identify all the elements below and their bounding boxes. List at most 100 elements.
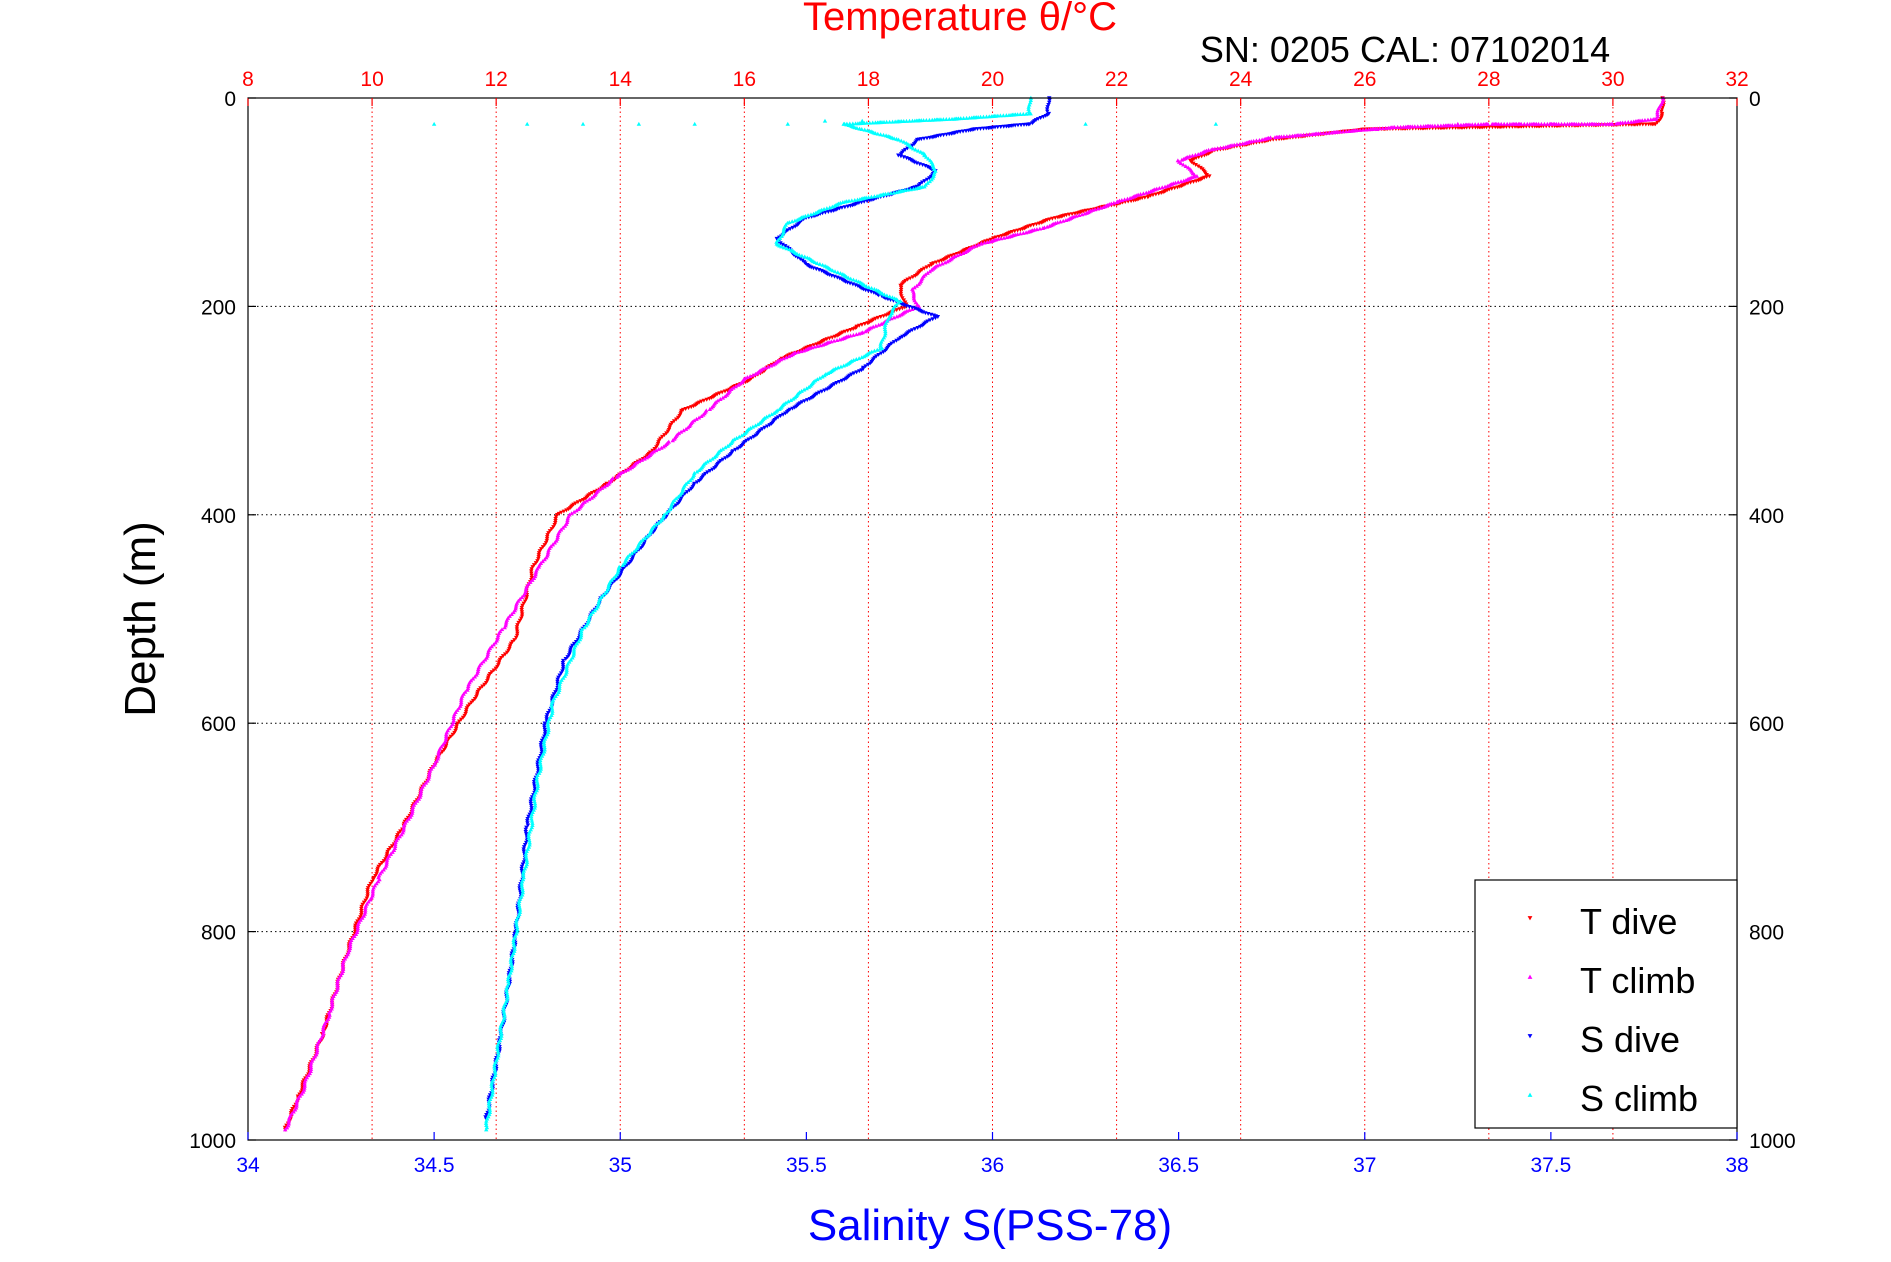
data-point <box>397 834 402 839</box>
data-point <box>839 378 845 383</box>
data-point <box>735 446 741 451</box>
data-point <box>571 649 577 654</box>
data-point <box>856 331 862 336</box>
data-point <box>517 596 523 601</box>
data-point <box>919 180 925 185</box>
data-point <box>834 381 839 386</box>
data-point <box>1001 124 1006 129</box>
data-point <box>504 619 509 624</box>
data-point <box>1254 138 1259 143</box>
data-point <box>553 690 558 695</box>
data-point <box>822 373 827 378</box>
data-point <box>532 803 538 808</box>
data-point <box>762 425 767 430</box>
data-point <box>1421 124 1426 129</box>
data-point <box>899 138 904 143</box>
data-point <box>614 577 620 582</box>
data-point <box>662 433 667 438</box>
data-point <box>733 384 738 389</box>
data-point <box>640 537 645 542</box>
data-point <box>528 803 534 808</box>
data-point <box>865 362 871 367</box>
data-point <box>550 694 555 699</box>
data-point <box>894 302 899 307</box>
data-point <box>539 738 545 743</box>
depth-tick-label-right: 1000 <box>1749 1130 1796 1153</box>
data-point <box>1259 137 1265 142</box>
data-point <box>515 927 520 932</box>
data-point <box>587 497 592 502</box>
data-point <box>531 794 537 799</box>
data-point <box>973 243 978 248</box>
data-point <box>955 253 960 258</box>
data-point <box>571 651 577 656</box>
data-point <box>286 1119 292 1124</box>
data-point <box>536 555 541 560</box>
data-point <box>1655 112 1660 117</box>
data-point <box>1478 122 1484 127</box>
data-point <box>901 298 907 303</box>
data-point <box>1467 125 1472 130</box>
data-point <box>1646 122 1651 127</box>
data-point <box>849 198 855 203</box>
data-point <box>558 671 564 676</box>
data-point <box>1599 121 1604 126</box>
data-point <box>925 270 930 275</box>
temperature-tick-label: 26 <box>1353 68 1376 91</box>
data-point <box>815 343 820 348</box>
data-point <box>794 223 800 228</box>
data-point <box>674 496 679 501</box>
data-point <box>537 549 543 554</box>
data-point <box>720 457 726 462</box>
data-point <box>536 770 542 775</box>
data-point <box>299 1091 304 1096</box>
data-point <box>792 405 797 410</box>
legend-label: S climb <box>1580 1078 1698 1119</box>
data-point <box>774 239 779 244</box>
data-point <box>534 779 540 784</box>
data-point <box>599 485 605 490</box>
data-point <box>448 724 454 729</box>
data-point <box>520 890 525 895</box>
data-point <box>844 122 849 127</box>
data-point <box>616 566 621 571</box>
data-point <box>949 116 955 121</box>
data-point <box>720 446 726 451</box>
data-point <box>523 851 529 856</box>
data-point <box>1213 121 1219 126</box>
data-point <box>843 376 849 381</box>
data-point <box>653 522 658 527</box>
data-point <box>1374 127 1380 132</box>
data-point <box>799 400 805 405</box>
data-point <box>1030 121 1035 126</box>
data-point <box>521 601 526 606</box>
data-point <box>963 250 968 254</box>
data-point <box>807 397 812 402</box>
data-point <box>340 962 346 967</box>
data-point <box>514 918 519 923</box>
data-point <box>840 200 846 204</box>
data-point <box>495 1042 500 1047</box>
data-point <box>881 350 886 355</box>
data-point <box>1613 121 1619 126</box>
data-point <box>589 491 595 496</box>
data-point <box>1001 113 1006 118</box>
data-point <box>676 494 681 499</box>
data-point <box>455 707 460 712</box>
data-point <box>1047 100 1052 105</box>
data-point <box>499 627 505 632</box>
data-point <box>898 290 904 295</box>
data-point <box>514 625 520 630</box>
data-point <box>519 881 524 886</box>
data-point <box>1272 135 1278 140</box>
data-point <box>846 275 851 280</box>
data-point <box>555 533 561 538</box>
data-point <box>835 270 841 275</box>
data-point <box>780 412 786 417</box>
data-point <box>506 979 511 984</box>
data-point <box>802 254 807 259</box>
data-point <box>360 915 365 920</box>
data-point <box>436 752 441 757</box>
data-point <box>777 235 783 240</box>
data-point <box>532 801 538 806</box>
